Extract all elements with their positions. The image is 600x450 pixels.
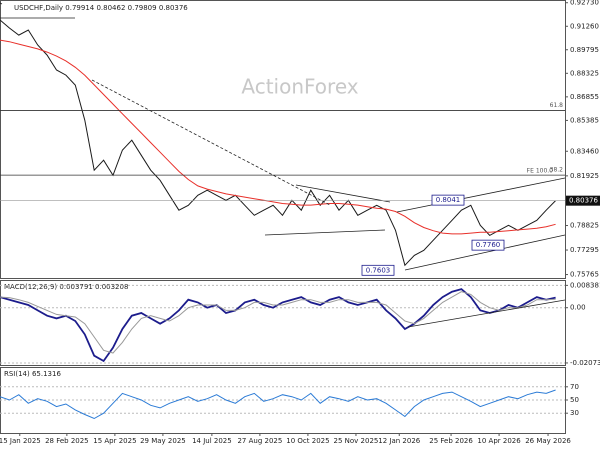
trend-line — [295, 184, 391, 203]
x-tick-label: 27 Aug 2025 — [237, 437, 282, 445]
x-tick-label: 15 Apr 2025 — [93, 437, 136, 445]
trend-line — [407, 299, 566, 328]
y-tick-label: 0.008381 — [570, 281, 600, 289]
y-tick-label: 0.83460 — [570, 147, 599, 155]
x-tick-label: 28 Feb 2025 — [45, 437, 89, 445]
x-tick-label: 26 May 2026 — [525, 437, 571, 445]
y-tick-label: -0.020733 — [570, 359, 600, 367]
trend-line — [264, 229, 386, 236]
y-tick-label: 0.86855 — [570, 93, 599, 101]
y-tick-label: 0.92730 — [570, 0, 599, 7]
y-tick-label: 0.77295 — [570, 246, 599, 254]
y-tick-label: 0.85385 — [570, 116, 599, 124]
y-tick-label: 0.78825 — [570, 222, 599, 230]
macd-panel — [0, 280, 566, 366]
x-tick-label: 25 Feb 2026 — [429, 437, 473, 445]
trend-line — [396, 177, 566, 213]
x-tick-label: 29 May 2025 — [140, 437, 186, 445]
y-tick-label: 0.91260 — [570, 22, 599, 30]
y-tick-label: 0.75765 — [570, 271, 599, 279]
series-line — [0, 39, 556, 235]
watermark: ActionForex — [241, 75, 358, 99]
y-tick-label: 50 — [570, 396, 579, 404]
series-line — [0, 291, 556, 354]
y-tick-label: 0.00 — [570, 304, 586, 312]
price-label-box — [471, 239, 505, 251]
chart-title: USDCHF,Daily 0.79914 0.80462 0.79809 0.8… — [14, 4, 188, 12]
x-tick-label: 15 Jan 2025 — [0, 437, 41, 445]
last-price-box — [566, 195, 600, 206]
price-label: 0.8041 — [436, 196, 461, 204]
price-panel — [0, 0, 566, 279]
price-label: 0.7603 — [366, 266, 391, 274]
trend-line — [404, 234, 566, 271]
x-tick-label: 10 Apr 2026 — [477, 437, 521, 445]
y-tick-label: 0.88325 — [570, 69, 599, 77]
y-tick-label: 0.89795 — [570, 46, 599, 54]
y-tick-label: 0.81925 — [570, 172, 599, 180]
y-tick-label: 70 — [570, 383, 579, 391]
last-price-label: 0.80376 — [569, 197, 598, 205]
price-label: 0.7760 — [476, 241, 501, 249]
fib-label: 61.8 — [550, 102, 564, 109]
price-label-box — [361, 264, 395, 276]
price-label-box — [431, 194, 465, 206]
fib-label: 38.2 — [550, 167, 564, 174]
trend-line — [0, 2, 3, 5]
x-tick-label: 12 Jan 2026 — [378, 437, 421, 445]
series-line — [0, 389, 556, 420]
x-tick-label: 14 Jul 2025 — [192, 437, 232, 445]
x-tick-label: 10 Oct 2025 — [286, 437, 329, 445]
y-tick-label: 30 — [570, 409, 579, 417]
fe-label: FE 100.0 — [527, 168, 554, 175]
rsi-title: RSI(14) 65.1316 — [4, 370, 61, 378]
macd-title: MACD(12,26,9) 0.003791 0.003208 — [4, 283, 128, 291]
series-line — [0, 19, 556, 267]
x-tick-label: 25 Nov 2025 — [334, 437, 379, 445]
